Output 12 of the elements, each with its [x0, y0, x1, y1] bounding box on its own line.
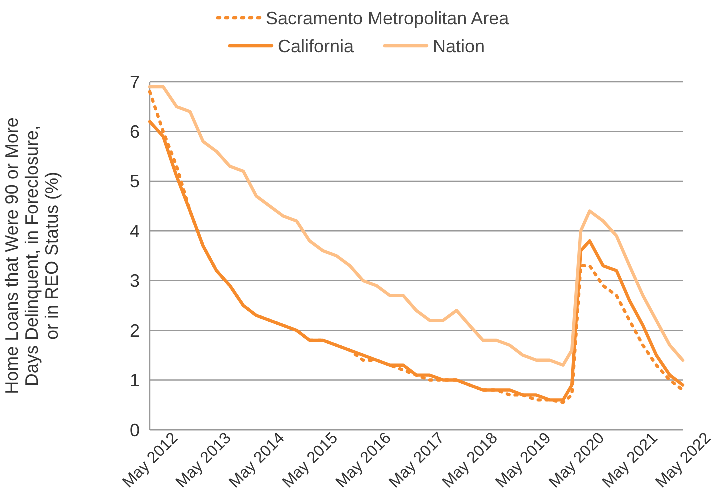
y-tick-label: 6 [130, 122, 140, 142]
y-tick-label: 1 [130, 370, 140, 391]
legend-label: California [278, 36, 356, 56]
y-tick-label: 0 [130, 420, 140, 440]
y-tick-label: 2 [130, 320, 140, 341]
y-tick-label: 7 [130, 72, 140, 92]
y-tick-label: 3 [130, 271, 140, 292]
y-axis-title: Home Loans that Were 90 or More Days Delinquent, in Foreclosure, or in REO Status (%) [2, 118, 62, 394]
legend-label: Sacramento Metropolitan Area [266, 8, 510, 28]
y-tick-label: 5 [130, 172, 140, 192]
y-tick-label: 4 [130, 221, 140, 242]
legend-label: Nation [433, 36, 486, 56]
